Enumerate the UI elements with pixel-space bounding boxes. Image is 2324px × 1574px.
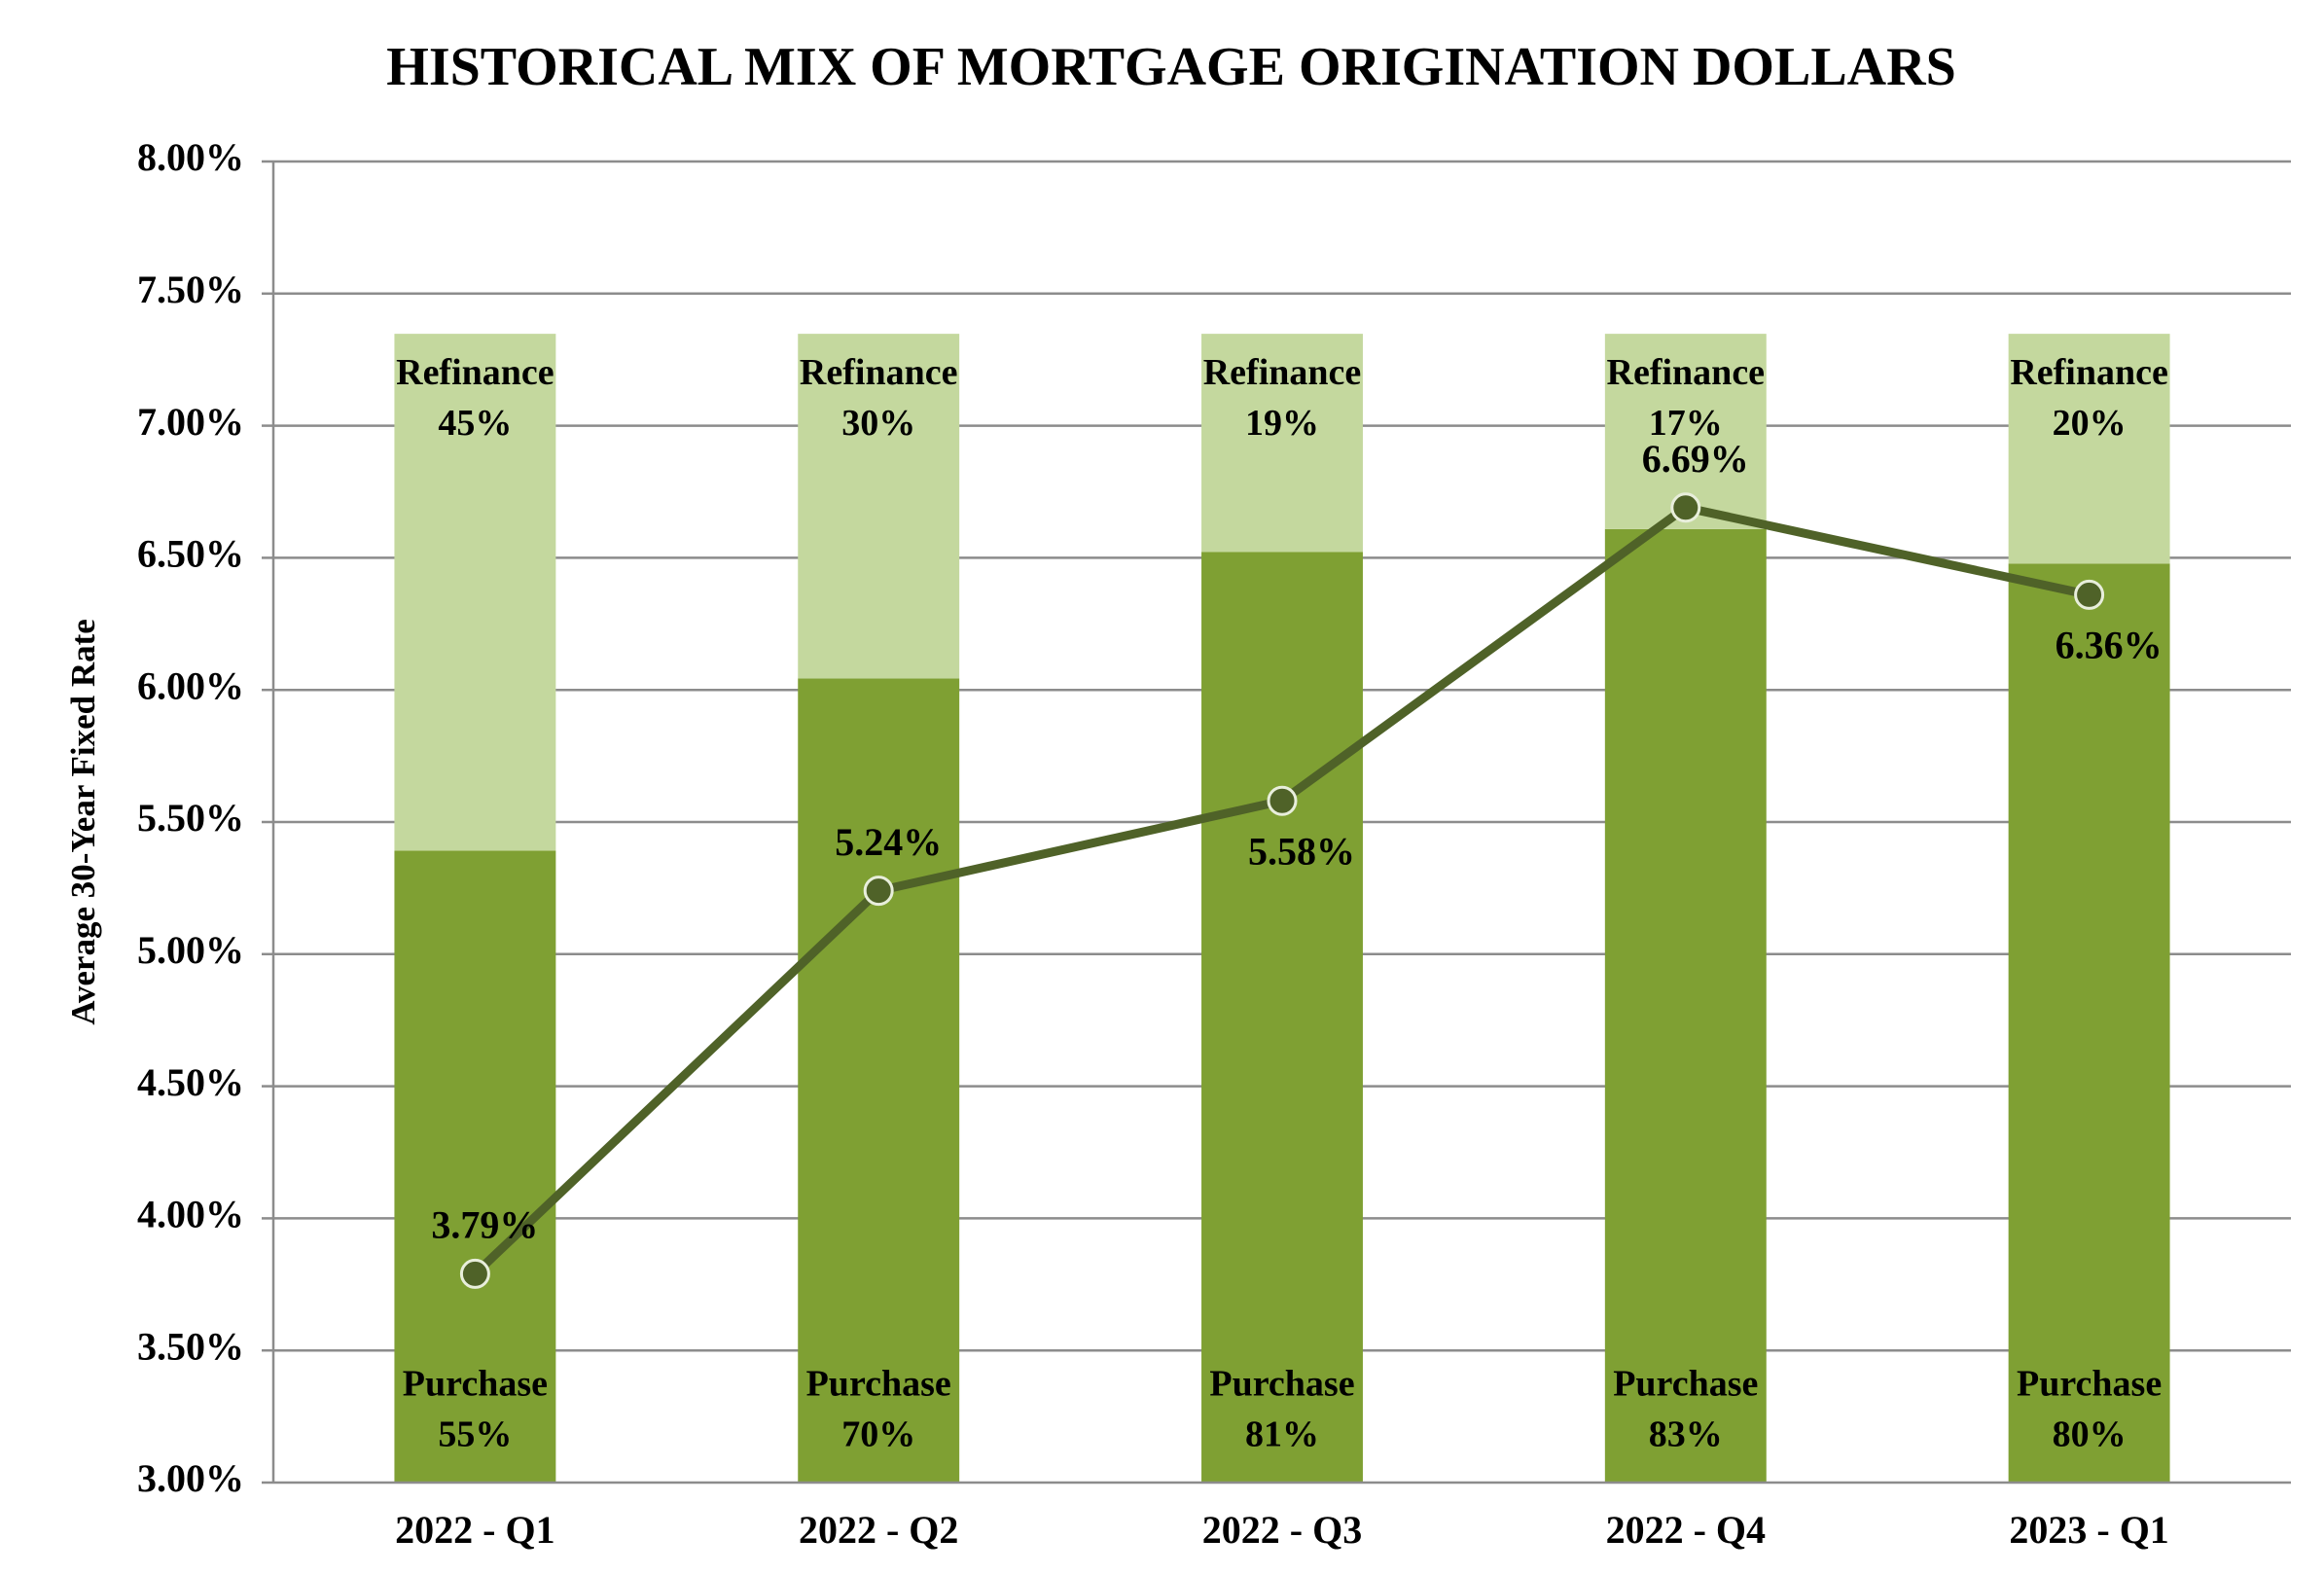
y-tick-label: 6.50%: [137, 532, 244, 576]
segment-label: 81%: [1245, 1414, 1319, 1455]
y-tick-label: 3.50%: [137, 1324, 244, 1368]
segment-name: Refinance: [1607, 352, 1766, 393]
segment-label: 70%: [841, 1414, 915, 1455]
segment-label: 80%: [2053, 1414, 2127, 1455]
segment-label: 20%: [2053, 403, 2127, 444]
bar-segment: [394, 850, 556, 1483]
bar-segment: [1201, 552, 1363, 1483]
y-tick-label: 4.00%: [137, 1193, 244, 1236]
segment-name: Refinance: [1203, 352, 1362, 393]
segment-label: 55%: [438, 1414, 512, 1455]
line-label: 6.69%: [1642, 437, 1749, 481]
y-tick-label: 5.50%: [137, 796, 244, 840]
segment-name: Purchase: [2017, 1364, 2162, 1405]
segment-name: Purchase: [1209, 1364, 1354, 1405]
y-axis-title: Average 30-Year Fixed Rate: [64, 619, 102, 1025]
y-tick-label: 7.50%: [137, 268, 244, 311]
segment-name: Purchase: [1613, 1364, 1758, 1405]
line-label: 3.79%: [431, 1203, 538, 1247]
line-marker: [2074, 579, 2105, 610]
segment-label: 83%: [1649, 1414, 1723, 1455]
y-tick-label: 8.00%: [137, 135, 244, 179]
segment-name: Refinance: [2010, 352, 2168, 393]
bar-segment: [2008, 563, 2170, 1483]
line-marker: [459, 1258, 490, 1289]
segment-name: Purchase: [806, 1364, 951, 1405]
bar-segment: [798, 678, 960, 1483]
bar-segment: [1604, 528, 1767, 1483]
chart-title: HISTORICAL MIX OF MORTGAGE ORIGINATION D…: [386, 37, 1955, 97]
segment-name: Purchase: [403, 1364, 548, 1405]
line-label: 5.24%: [835, 820, 942, 864]
x-tick-label: 2022 - Q1: [395, 1508, 554, 1552]
y-tick-label: 6.00%: [137, 663, 244, 707]
y-tick-label: 7.00%: [137, 400, 244, 444]
x-tick-label: 2023 - Q1: [2009, 1508, 2168, 1552]
line-marker: [1670, 492, 1701, 523]
segment-name: Refinance: [800, 352, 958, 393]
bar-segment: [2008, 334, 2170, 564]
segment-label: 30%: [841, 403, 915, 444]
bar-segment: [798, 334, 960, 679]
line-label: 6.36%: [2056, 624, 2163, 667]
line-marker: [863, 876, 894, 907]
y-tick-label: 5.00%: [137, 928, 244, 972]
x-tick-label: 2022 - Q3: [1202, 1508, 1362, 1552]
line-marker: [1267, 785, 1298, 816]
segment-label: 19%: [1245, 403, 1319, 444]
line-label: 5.58%: [1248, 829, 1355, 873]
y-tick-label: 4.50%: [137, 1060, 244, 1104]
x-tick-label: 2022 - Q2: [799, 1508, 958, 1552]
segment-label: 45%: [438, 403, 512, 444]
x-tick-label: 2022 - Q4: [1606, 1508, 1766, 1552]
bar-segment: [1201, 334, 1363, 553]
bar-segment: [394, 334, 556, 851]
y-tick-label: 3.00%: [137, 1456, 244, 1500]
segment-name: Refinance: [396, 352, 554, 393]
segment-label: 17%: [1649, 403, 1723, 444]
